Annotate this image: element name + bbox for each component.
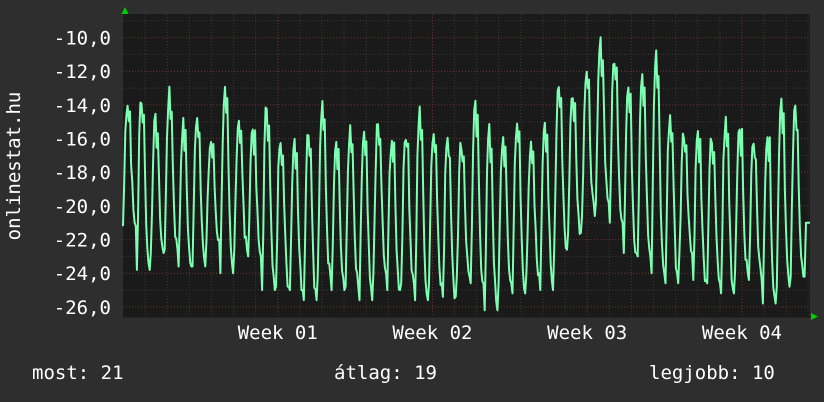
y-tick-label: -18,0	[54, 162, 111, 184]
x-tick-label: Week 03	[547, 322, 627, 344]
y-axis-ticks: -10,0 -12,0 -14,0 -16,0 -18,0 -20,0 -22,0 -24,0…	[54, 28, 111, 319]
y-tick-label: -26,0	[54, 297, 111, 319]
x-axis-ticks: Week 01 Week 02 Week 03 Week 04	[238, 322, 782, 344]
y-tick-label: -16,0	[54, 129, 111, 151]
x-tick-label: Week 04	[702, 322, 782, 344]
y-tick-label: -22,0	[54, 230, 111, 252]
y-tick-label: -12,0	[54, 61, 111, 83]
best-value: legjobb: 10	[649, 362, 775, 384]
x-tick-label: Week 01	[238, 322, 318, 344]
x-tick-label: Week 02	[392, 322, 472, 344]
y-tick-label: -24,0	[54, 263, 111, 285]
y-tick-label: -14,0	[54, 95, 111, 117]
y-axis-arrow-icon	[121, 7, 129, 14]
y-axis-label: onlinestat.hu	[3, 92, 25, 241]
axes	[121, 7, 818, 320]
y-tick-label: -10,0	[54, 28, 111, 50]
current-value: most: 21	[32, 362, 124, 384]
series-line	[122, 36, 810, 312]
average-value: átlag: 19	[334, 362, 437, 384]
y-tick-label: -20,0	[54, 196, 111, 218]
x-axis-arrow-icon	[811, 313, 818, 320]
